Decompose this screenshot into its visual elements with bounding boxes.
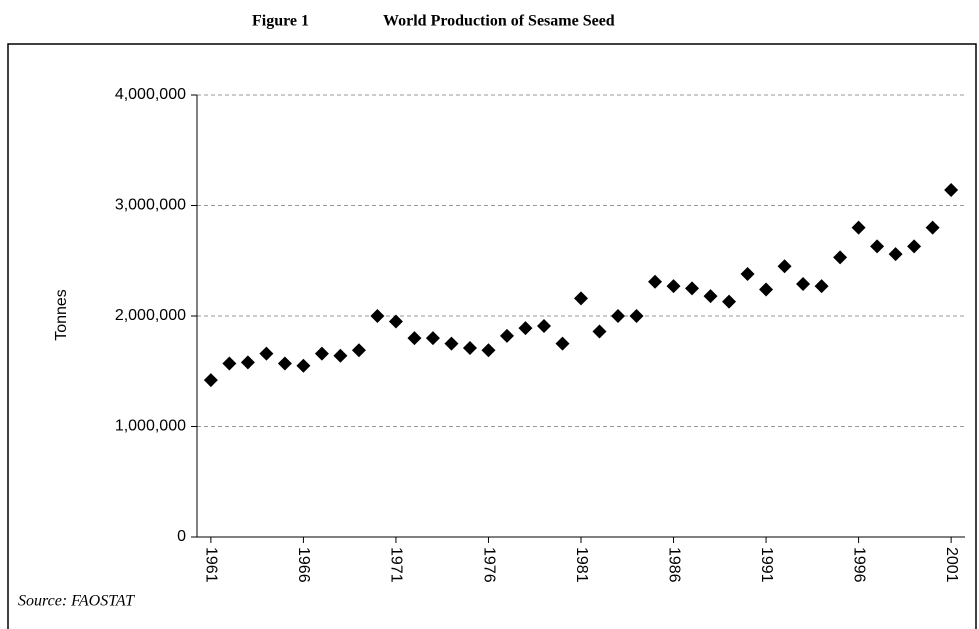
x-tick-label: 1971 — [388, 547, 405, 583]
x-tick-label: 1986 — [665, 547, 682, 583]
point — [333, 348, 348, 363]
point — [444, 336, 459, 351]
point — [870, 239, 885, 254]
figure-label: Figure 1 — [252, 13, 309, 30]
point — [425, 331, 440, 346]
x-tick-label: 1966 — [295, 547, 312, 583]
source-note: Source: FAOSTAT — [18, 593, 135, 610]
chart-border — [7, 43, 977, 629]
x-tick-label: 1976 — [480, 547, 497, 583]
y-tick-label: 3,000,000 — [115, 197, 186, 214]
x-tick-label: 1981 — [573, 547, 590, 583]
point — [925, 220, 940, 235]
point — [685, 281, 700, 296]
point — [851, 220, 866, 235]
x-tick-label: 2001 — [943, 547, 960, 583]
point — [536, 318, 551, 333]
point — [388, 314, 403, 329]
point — [203, 373, 218, 388]
point — [740, 267, 755, 282]
point — [592, 324, 607, 339]
point — [777, 259, 792, 274]
y-tick-label: 1,000,000 — [115, 418, 186, 435]
point — [555, 336, 570, 351]
point — [222, 356, 237, 371]
y-tick-label: 4,000,000 — [115, 86, 186, 103]
point — [907, 239, 922, 254]
point — [888, 247, 903, 262]
point — [407, 331, 422, 346]
point — [666, 279, 681, 294]
x-tick-label: 1991 — [758, 547, 775, 583]
point — [240, 355, 255, 370]
y-axis-label: Tonnes — [53, 289, 70, 341]
point — [722, 294, 737, 309]
y-tick-label: 2,000,000 — [115, 307, 186, 324]
point — [296, 358, 311, 373]
point — [481, 343, 496, 358]
point — [462, 341, 477, 356]
point — [833, 250, 848, 265]
chart-title: World Production of Sesame Seed — [383, 13, 615, 30]
point — [629, 309, 644, 323]
point — [611, 309, 626, 323]
point — [574, 291, 588, 306]
y-tick-label: 0 — [177, 528, 186, 545]
point — [351, 343, 366, 358]
point — [499, 328, 514, 343]
point — [759, 282, 774, 297]
x-tick-label: 1996 — [850, 547, 867, 583]
point — [259, 346, 274, 361]
point — [314, 346, 329, 361]
point — [370, 309, 385, 323]
x-tick-label: 1961 — [203, 547, 220, 583]
point — [944, 183, 959, 198]
point — [703, 289, 718, 304]
point — [796, 276, 811, 291]
point — [814, 279, 829, 294]
point — [648, 274, 663, 289]
point — [518, 321, 533, 336]
point — [277, 356, 292, 371]
